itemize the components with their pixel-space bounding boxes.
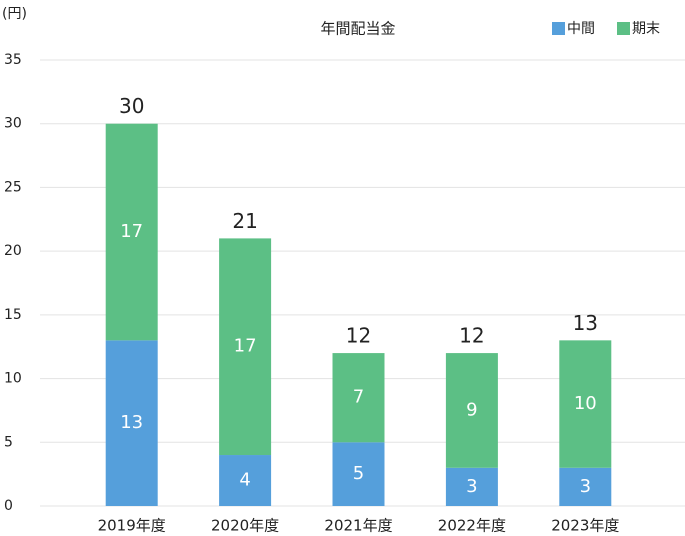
data-label: 4 bbox=[239, 470, 250, 491]
data-label: 7 bbox=[353, 387, 364, 408]
data-label: 3 bbox=[580, 476, 591, 497]
data-label: 13 bbox=[120, 412, 143, 433]
y-tick-label: 15 bbox=[4, 307, 22, 323]
y-tick-label: 20 bbox=[4, 243, 22, 259]
bar-segment bbox=[332, 442, 385, 506]
bar-segment bbox=[559, 467, 612, 506]
data-label: 3 bbox=[466, 476, 477, 497]
bar-segment bbox=[219, 455, 272, 506]
data-label: 9 bbox=[466, 399, 477, 420]
y-unit-label: (円) bbox=[2, 6, 27, 22]
data-label: 5 bbox=[353, 463, 364, 484]
legend-swatch bbox=[617, 22, 630, 35]
bar-segment bbox=[105, 340, 158, 506]
total-label: 13 bbox=[573, 311, 598, 335]
total-label: 12 bbox=[346, 324, 371, 348]
y-tick-label: 35 bbox=[4, 52, 22, 68]
total-label: 30 bbox=[119, 94, 144, 118]
legend-label: 中間 bbox=[567, 21, 595, 37]
total-label: 21 bbox=[232, 209, 257, 233]
data-label: 17 bbox=[234, 336, 257, 357]
bar-segment bbox=[105, 123, 158, 341]
x-tick-label: 2022年度 bbox=[438, 517, 506, 535]
x-tick-label: 2020年度 bbox=[211, 517, 279, 535]
bar-segment bbox=[445, 353, 498, 468]
legend-swatch bbox=[552, 22, 565, 35]
bar-segment bbox=[219, 238, 272, 456]
y-tick-label: 0 bbox=[4, 498, 13, 514]
y-tick-label: 25 bbox=[4, 179, 22, 195]
bar-segment bbox=[445, 467, 498, 506]
chart-title: 年間配当金 bbox=[320, 20, 395, 38]
x-tick-label: 2023年度 bbox=[551, 517, 619, 535]
x-tick-label: 2019年度 bbox=[98, 517, 166, 535]
y-tick-label: 5 bbox=[4, 434, 13, 450]
data-label: 17 bbox=[120, 221, 143, 242]
x-tick-label: 2021年度 bbox=[324, 517, 392, 535]
y-tick-label: 30 bbox=[4, 116, 22, 132]
legend-label: 期末 bbox=[632, 21, 660, 37]
bar-segment bbox=[332, 353, 385, 443]
data-label: 10 bbox=[574, 393, 597, 414]
y-tick-label: 10 bbox=[4, 371, 22, 387]
bar-segment bbox=[559, 340, 612, 468]
total-label: 12 bbox=[459, 324, 484, 348]
